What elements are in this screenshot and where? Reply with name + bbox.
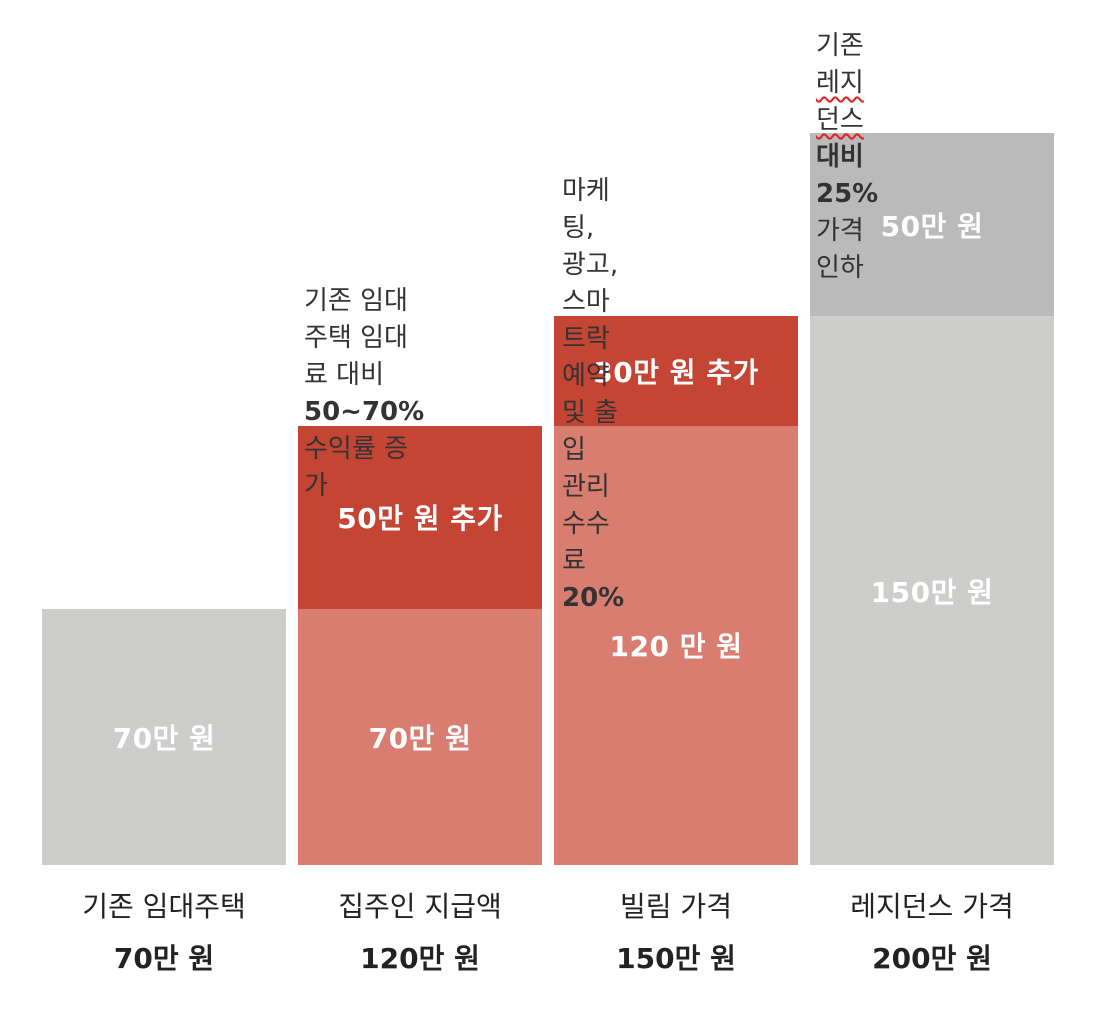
annotation-line: 마케팅, 광고, 스마 [562, 173, 624, 321]
annotation-line: 관리 수수료 20% [562, 469, 624, 617]
category-label-1: 기존 임대주택 70만 원 [42, 887, 286, 979]
category-total: 200만 원 [810, 939, 1054, 979]
bar-4-segment-1: 150만 원 [810, 316, 1054, 865]
bar-2-segment-1: 70만 원 [298, 609, 542, 865]
annotation-text: 마케팅, 광고, 스마 [562, 176, 618, 317]
annotation-bar-2: 기존 임대주택 임대 료 대비 50~70% 수익률 증가 [304, 283, 424, 505]
annotation-text: 기존 [816, 31, 864, 61]
category-name: 집주인 지급액 [298, 887, 542, 927]
annotation-emphasis: 50~70% [304, 397, 424, 427]
annotation-line: 수익률 증가 [304, 431, 424, 505]
annotation-spellcheck-word: 레지던스 [816, 68, 864, 135]
category-label-2: 집주인 지급액 120만 원 [298, 887, 542, 979]
annotation-text: 트락 예약 및 출입 [562, 324, 618, 465]
category-total: 150만 원 [554, 939, 798, 979]
category-name: 기존 임대주택 [42, 887, 286, 927]
category-name: 레지던스 가격 [810, 887, 1054, 927]
annotation-text: 료 대비 [304, 360, 384, 390]
category-name: 빌림 가격 [554, 887, 798, 927]
annotation-bar-4: 기존 레지던스 대비 25% 가격 인하 [816, 28, 878, 287]
segment-value-label: 120 만 원 [610, 625, 743, 665]
annotation-text: 관리 수수료 [562, 472, 610, 576]
annotation-bar-3: 마케팅, 광고, 스마 트락 예약 및 출입 관리 수수료 20% [562, 173, 624, 617]
category-label-3: 빌림 가격 150만 원 [554, 887, 798, 979]
annotation-line: 료 대비 50~70% [304, 357, 424, 431]
annotation-emphasis: 20% [562, 583, 624, 613]
annotation-text: 가격 인하 [816, 216, 864, 283]
category-total: 120만 원 [298, 939, 542, 979]
annotation-emphasis: 25% [816, 179, 878, 209]
annotation-text: 수익률 증가 [304, 434, 408, 501]
annotation-emphasis: 대비 [816, 142, 864, 172]
annotation-line: 트락 예약 및 출입 [562, 321, 624, 469]
segment-value-label: 50만 원 [881, 205, 984, 245]
bar-1-segment-1: 70만 원 [42, 609, 286, 865]
segment-value-label: 70만 원 [369, 717, 472, 757]
annotation-line: 25% 가격 인하 [816, 176, 878, 287]
category-total: 70만 원 [42, 939, 286, 979]
annotation-text: 기존 임대주택 임대 [304, 286, 408, 353]
segment-value-label: 150만 원 [871, 571, 994, 611]
category-label-4: 레지던스 가격 200만 원 [810, 887, 1054, 979]
annotation-line: 기존 레지던스 대비 [816, 28, 878, 176]
annotation-line: 기존 임대주택 임대 [304, 283, 424, 357]
segment-value-label: 70만 원 [113, 717, 216, 757]
